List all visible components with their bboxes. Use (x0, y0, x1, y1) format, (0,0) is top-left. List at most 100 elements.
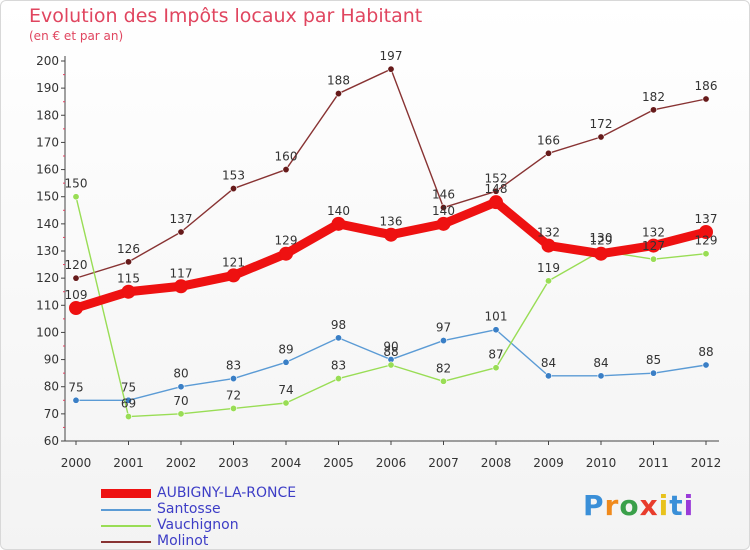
data-point-aubigny-la-ronce (69, 301, 83, 315)
data-label-aubigny-la-ronce: 137 (695, 212, 718, 226)
legend-swatch (101, 489, 151, 498)
data-point-vauchignon (177, 410, 185, 418)
data-label-molinot: 186 (695, 79, 718, 93)
data-label-vauchignon: 88 (383, 345, 398, 359)
data-label-aubigny-la-ronce: 117 (170, 266, 193, 280)
data-label-santosse: 75 (68, 380, 83, 394)
chart-subtitle: (en € et par an) (29, 29, 124, 43)
data-label-vauchignon: 119 (537, 261, 560, 275)
data-point-vauchignon (702, 250, 710, 258)
data-point-vauchignon (282, 399, 290, 407)
data-point-molinot (492, 187, 500, 195)
data-point-aubigny-la-ronce (226, 268, 241, 283)
logo-letter: P (583, 489, 605, 522)
data-point-aubigny-la-ronce (699, 225, 713, 239)
data-point-santosse (177, 383, 185, 391)
data-label-molinot: 197 (380, 49, 403, 63)
data-point-santosse (439, 337, 447, 345)
legend-swatch (101, 509, 151, 511)
data-label-molinot: 166 (537, 133, 560, 147)
data-label-santosse: 90 (383, 340, 398, 354)
data-label-aubigny-la-ronce: 132 (537, 226, 560, 240)
line-chart: 60 70 80 90 100 110 120 130 140 150 160 170 180 190 20… (36, 49, 721, 470)
data-point-molinot (72, 274, 80, 282)
data-point-molinot (702, 95, 710, 103)
logo-letter: t (669, 489, 684, 522)
x-tick-label: 2006 (376, 456, 407, 470)
logo-letter: x (639, 489, 659, 522)
data-label-santosse: 101 (485, 310, 508, 324)
x-tick-label: 2000 (61, 456, 92, 470)
data-label-aubigny-la-ronce: 136 (380, 215, 403, 229)
data-point-vauchignon (649, 255, 657, 263)
data-point-aubigny-la-ronce (279, 246, 293, 261)
data-label-molinot: 146 (432, 188, 455, 202)
y-tick-label: 120 (36, 271, 59, 285)
legend-label: Molinot (157, 533, 209, 549)
x-tick-label: 2011 (638, 456, 669, 470)
data-label-molinot: 137 (170, 212, 193, 226)
data-label-molinot: 120 (65, 258, 88, 272)
y-tick-label: 140 (36, 217, 59, 231)
data-label-molinot: 182 (642, 90, 665, 104)
chart-title: Evolution des Impôts locaux par Habitant (29, 5, 423, 27)
y-tick-label: 170 (36, 135, 59, 149)
proxiti-logo: Proxiti (583, 489, 694, 522)
data-label-vauchignon: 150 (65, 177, 88, 191)
data-point-santosse (334, 334, 342, 342)
data-point-molinot (649, 106, 657, 114)
data-point-santosse (649, 369, 657, 377)
y-tick-label: 130 (36, 244, 59, 258)
data-point-aubigny-la-ronce (646, 238, 661, 253)
y-tick-label: 100 (36, 325, 59, 339)
data-point-aubigny-la-ronce (174, 279, 188, 294)
x-tick-label: 2001 (113, 456, 144, 470)
data-label-santosse: 97 (436, 321, 451, 335)
data-label-santosse: 75 (121, 380, 136, 394)
data-point-molinot (387, 65, 395, 73)
logo-letter: o (619, 489, 640, 522)
logo-letter: r (604, 489, 620, 522)
data-point-molinot (544, 149, 552, 157)
data-point-vauchignon (125, 413, 133, 421)
data-labels: 120 126 137 153 160 188 197 146 152 166 172 182 186 7… (65, 49, 718, 410)
data-label-molinot: 126 (117, 242, 140, 256)
data-label-aubigny-la-ronce: 109 (65, 288, 88, 302)
data-point-vauchignon (230, 404, 238, 412)
x-tick-label: 2003 (218, 456, 249, 470)
data-label-molinot: 160 (275, 150, 298, 164)
data-point-santosse (597, 372, 605, 380)
y-tick-label: 70 (44, 407, 59, 421)
x-tick-label: 2005 (323, 456, 354, 470)
data-point-vauchignon (492, 364, 500, 372)
data-label-vauchignon: 87 (488, 348, 503, 362)
data-label-santosse: 89 (278, 342, 293, 356)
y-tick-label: 60 (44, 434, 59, 448)
data-point-santosse (230, 375, 238, 383)
data-point-vauchignon (544, 277, 552, 285)
data-point-aubigny-la-ronce (121, 284, 136, 299)
data-point-santosse (72, 396, 80, 404)
data-label-aubigny-la-ronce: 140 (327, 204, 350, 218)
data-point-aubigny-la-ronce (331, 216, 346, 231)
x-tick-label: 2002 (166, 456, 197, 470)
data-point-santosse (282, 358, 290, 366)
data-label-aubigny-la-ronce: 140 (432, 204, 455, 218)
x-tick-label: 2010 (586, 456, 617, 470)
data-label-santosse: 88 (698, 345, 713, 359)
data-label-molinot: 152 (485, 171, 508, 185)
data-label-vauchignon: 129 (695, 234, 718, 248)
x-tick-label: 2007 (428, 456, 459, 470)
y-tick-label: 110 (36, 298, 59, 312)
data-label-vauchignon: 72 (226, 388, 241, 402)
data-label-santosse: 83 (226, 359, 241, 373)
logo-letter: i (658, 489, 670, 522)
data-point-aubigny-la-ronce (541, 238, 556, 253)
legend-swatch (101, 525, 151, 527)
data-label-aubigny-la-ronce: 121 (222, 255, 245, 269)
data-point-molinot (282, 166, 290, 174)
data-label-santosse: 84 (593, 356, 608, 370)
data-point-aubigny-la-ronce (489, 195, 503, 210)
data-label-vauchignon: 82 (436, 361, 451, 375)
